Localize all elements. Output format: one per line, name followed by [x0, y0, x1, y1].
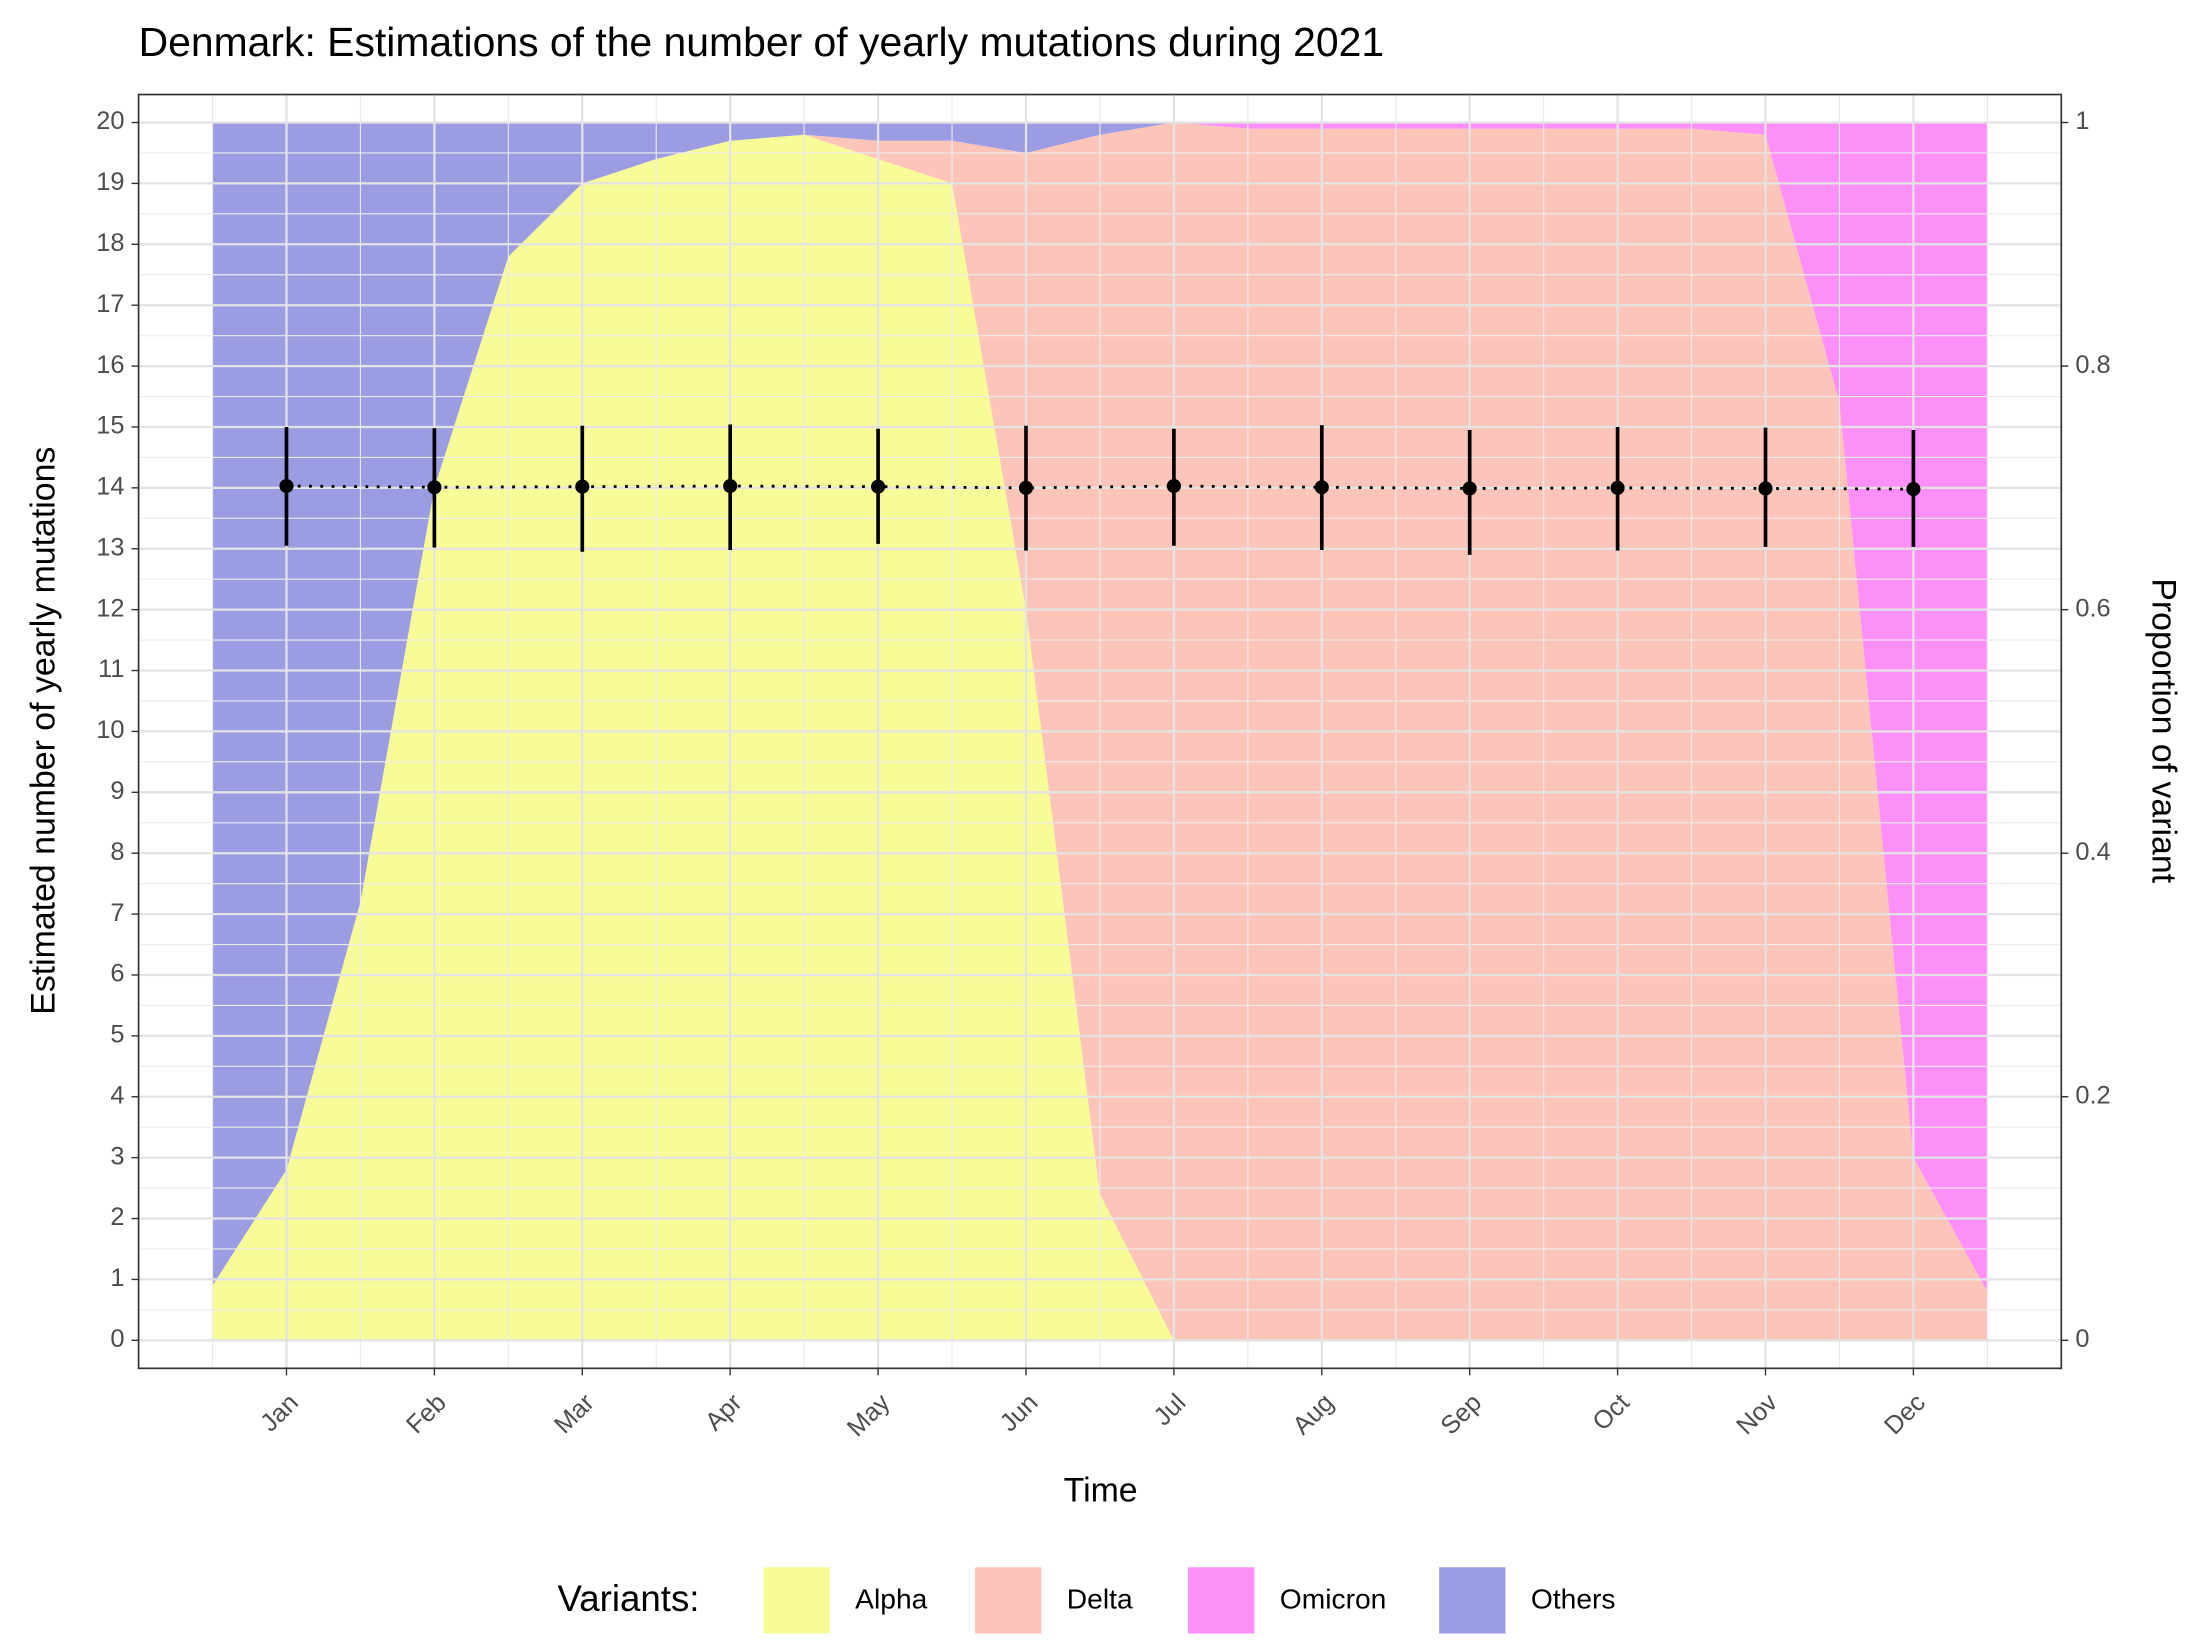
y2-tick-label: 0.4 [2075, 838, 2110, 866]
y-tick-label: 19 [96, 168, 124, 196]
point [279, 478, 294, 494]
y-tick-label: 18 [96, 229, 124, 257]
point [1462, 481, 1477, 496]
x-tick-label: Jan [255, 1389, 304, 1438]
x-tick-label: Oct [1587, 1389, 1635, 1437]
x-tick-label: Aug [1288, 1389, 1340, 1441]
point [871, 479, 886, 494]
plot-border [137, 93, 2063, 1370]
y2-tick-label: 0.8 [2075, 351, 2110, 379]
x-tick-label: Dec [1879, 1388, 1931, 1440]
point [1758, 481, 1773, 496]
y2-axis-title: Proportion of variant [2145, 578, 2183, 883]
y-tick-label: 11 [98, 655, 124, 683]
area [212, 122, 1988, 1286]
legend-title: Variants: [558, 1578, 700, 1619]
y2-tick-label: 0.2 [2075, 1081, 2110, 1109]
x-tick-label: Mar [549, 1388, 600, 1439]
y-tick-label: 6 [110, 960, 124, 988]
y2-tick-label: 1 [2075, 107, 2089, 135]
y-tick-label: 20 [96, 107, 124, 135]
point [723, 478, 738, 494]
point [575, 479, 590, 494]
point [1314, 480, 1329, 495]
y-tick-label: 10 [96, 716, 124, 744]
y-axis-title: Estimated number of yearly mutations [24, 447, 62, 1015]
x-tick-label: May [842, 1388, 896, 1442]
y2-tick-label: 0.6 [2075, 594, 2110, 622]
legend-swatch [975, 1567, 1042, 1634]
legend-swatch [1188, 1567, 1255, 1634]
x-tick-label: Nov [1731, 1388, 1783, 1440]
x-tick-label: Apr [700, 1388, 748, 1436]
y-tick-label: 12 [96, 594, 124, 622]
x-axis-title: Time [1064, 1471, 1138, 1509]
y-tick-label: 0 [110, 1325, 124, 1353]
y-tick-label: 15 [96, 412, 124, 440]
legend-swatch [763, 1567, 830, 1634]
y-tick-label: 5 [110, 1021, 124, 1049]
x-tick-label: Jul [1149, 1389, 1192, 1432]
chart-title: Denmark: Estimations of the number of ye… [139, 19, 1385, 65]
y-tick-label: 13 [96, 533, 124, 561]
estimate-line [286, 484, 1914, 491]
legend-label: Alpha [855, 1583, 927, 1615]
y-tick-label: 17 [96, 290, 124, 318]
x-tick-label: Feb [401, 1389, 452, 1440]
y-tick-label: 16 [96, 351, 124, 379]
y-tick-label: 2 [110, 1203, 124, 1231]
y-tick-label: 8 [110, 838, 124, 866]
y2-tick-label: 0 [2075, 1325, 2089, 1353]
point [427, 480, 442, 495]
point [1018, 480, 1034, 495]
y-tick-label: 7 [110, 899, 124, 927]
y-tick-label: 3 [110, 1142, 124, 1170]
x-tick-label: Sep [1435, 1389, 1487, 1441]
y-tick-label: 9 [110, 777, 124, 805]
legend-swatch [1439, 1567, 1506, 1634]
y-tick-label: 4 [110, 1081, 124, 1109]
point [1610, 480, 1625, 495]
legend-label: Delta [1067, 1583, 1133, 1615]
point [1906, 482, 1921, 497]
y-tick-label: 1 [110, 1264, 124, 1292]
y-tick-label: 14 [96, 473, 124, 501]
legend-label: Others [1531, 1583, 1616, 1615]
area [212, 122, 1988, 1292]
point [1166, 478, 1181, 494]
legend-label: Omicron [1280, 1583, 1387, 1615]
x-tick-label: Jun [995, 1389, 1044, 1438]
